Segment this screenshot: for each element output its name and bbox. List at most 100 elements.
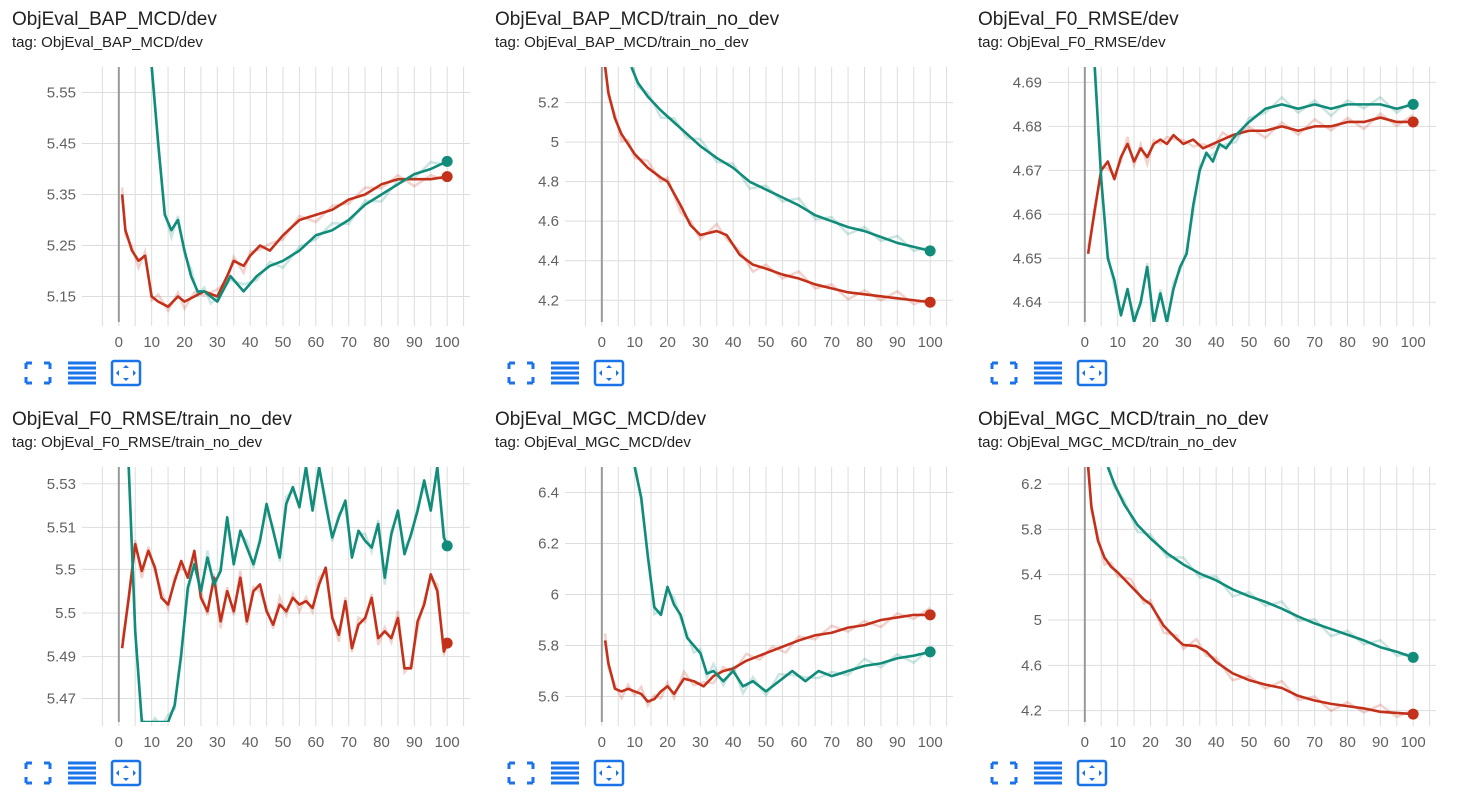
line-chart[interactable]: 5.15 5.25 5.35 5.45 5.55 0 10 20 30 40 50 60 70 80 90 1… [0, 0, 470, 356]
series-end-marker[interactable] [441, 171, 453, 183]
y-tick-label: 4.6 [538, 213, 559, 230]
series-line[interactable] [630, 67, 931, 253]
line-chart[interactable]: 4.2 4.6 5 5.4 5.8 6.2 0 10 20 30 40 50 60 70 80 90 100 [966, 400, 1436, 756]
x-tick-label: 80 [1339, 334, 1356, 351]
fullscreen-icon[interactable] [22, 359, 54, 387]
x-tick-label: 10 [143, 334, 160, 351]
series-line[interactable] [633, 467, 931, 693]
series-line[interactable] [150, 67, 448, 303]
fit-domain-icon[interactable] [1076, 359, 1108, 387]
fit-domain-icon[interactable] [110, 759, 142, 787]
x-tick-label: 50 [758, 334, 775, 351]
toggle-log-scale-icon[interactable] [549, 759, 581, 787]
x-tick-label: 40 [242, 334, 259, 351]
x-tick-label: 20 [176, 734, 193, 751]
x-tick-label: 40 [1208, 334, 1225, 351]
y-tick-label: 6.4 [538, 485, 559, 502]
chart-title: ObjEval_BAP_MCD/train_no_dev [495, 9, 780, 30]
x-tick-label: 20 [1142, 734, 1159, 751]
series-end-marker[interactable] [441, 540, 453, 552]
chart-card: ObjEval_BAP_MCD/train_no_dev tag: ObjEval… [483, 0, 953, 396]
series-line[interactable] [1086, 116, 1414, 255]
fullscreen-icon[interactable] [505, 359, 537, 387]
y-tick-label: 6.2 [538, 536, 559, 553]
y-tick-label: 5.53 [47, 476, 76, 493]
toggle-log-scale-icon[interactable] [66, 759, 98, 787]
series-end-marker[interactable] [1407, 651, 1419, 663]
series-line[interactable] [1086, 467, 1414, 716]
fit-domain-icon[interactable] [593, 359, 625, 387]
y-tick-label: 5 [551, 134, 559, 151]
y-tick-label: 4.4 [538, 253, 559, 270]
chart-title: ObjEval_F0_RMSE/dev [978, 9, 1179, 30]
y-tick-label: 4.69 [1013, 74, 1042, 91]
series-end-marker[interactable] [924, 245, 936, 257]
x-tick-label: 80 [1339, 734, 1356, 751]
chart-card: ObjEval_BAP_MCD/dev tag: ObjEval_BAP_MCD/… [0, 0, 470, 396]
line-chart[interactable]: 4.2 4.4 4.6 4.8 5 5.2 0 10 20 30 40 50 60 70 80 90 100 [483, 0, 953, 356]
fullscreen-icon[interactable] [505, 759, 537, 787]
x-tick-label: 40 [242, 734, 259, 751]
x-tick-label: 30 [209, 334, 226, 351]
line-chart[interactable]: 4.64 4.65 4.66 4.67 4.68 4.69 0 10 20 30 40 50 60 70 8… [966, 0, 1436, 356]
fullscreen-icon[interactable] [988, 759, 1020, 787]
x-tick-label: 60 [307, 334, 324, 351]
series-line[interactable] [1093, 67, 1414, 322]
series-end-marker[interactable] [924, 646, 936, 658]
chart-tag: tag: ObjEval_MGC_MCD/train_no_dev [978, 434, 1237, 451]
x-tick-label: 30 [209, 734, 226, 751]
line-chart[interactable]: 5.47 5.49 5.5 5.5 5.51 5.53 0 10 20 30 40 50 60 70 80 9… [0, 400, 470, 756]
fullscreen-icon[interactable] [22, 759, 54, 787]
series-line[interactable] [1106, 467, 1414, 659]
chart-card: ObjEval_F0_RMSE/dev tag: ObjEval_F0_RMSE/… [966, 0, 1436, 396]
series-end-marker[interactable] [924, 609, 936, 621]
series-line[interactable] [603, 67, 931, 304]
x-tick-label: 10 [1109, 334, 1126, 351]
x-tick-label: 0 [598, 334, 606, 351]
y-tick-label: 5.49 [47, 649, 76, 666]
fit-domain-icon[interactable] [110, 359, 142, 387]
chart-tag: tag: ObjEval_F0_RMSE/dev [978, 34, 1166, 51]
x-tick-label: 60 [790, 334, 807, 351]
x-tick-label: 100 [1401, 734, 1426, 751]
toggle-log-scale-icon[interactable] [66, 359, 98, 387]
y-tick-label: 4.64 [1013, 294, 1042, 311]
y-tick-label: 5.4 [1021, 567, 1042, 584]
x-tick-label: 30 [692, 334, 709, 351]
y-tick-label: 4.2 [1021, 703, 1042, 720]
y-tick-label: 4.2 [538, 292, 559, 309]
toggle-log-scale-icon[interactable] [1032, 359, 1064, 387]
series-end-marker[interactable] [441, 637, 453, 649]
chart-tag: tag: ObjEval_MGC_MCD/dev [495, 434, 691, 451]
series-line[interactable] [603, 613, 931, 703]
series-line[interactable] [120, 542, 449, 670]
y-tick-label: 6.2 [1021, 476, 1042, 493]
series-end-marker[interactable] [1407, 98, 1419, 110]
toggle-log-scale-icon[interactable] [549, 359, 581, 387]
fullscreen-icon[interactable] [988, 359, 1020, 387]
series-end-marker[interactable] [441, 155, 453, 167]
series-end-marker[interactable] [924, 296, 936, 308]
fit-domain-icon[interactable] [593, 759, 625, 787]
line-chart[interactable]: 5.6 5.8 6 6.2 6.4 0 10 20 30 40 50 60 70 80 90 100 [483, 400, 953, 756]
chart-title: ObjEval_MGC_MCD/dev [495, 409, 707, 430]
y-tick-label: 5.35 [47, 187, 76, 204]
chart-title: ObjEval_MGC_MCD/train_no_dev [978, 409, 1269, 430]
x-tick-label: 60 [790, 734, 807, 751]
y-tick-label: 5.5 [55, 605, 76, 622]
x-tick-label: 100 [918, 734, 943, 751]
chart-tag: tag: ObjEval_BAP_MCD/train_no_dev [495, 34, 749, 51]
y-tick-label: 5.15 [47, 289, 76, 306]
series-line[interactable] [127, 467, 449, 722]
x-tick-label: 80 [856, 734, 873, 751]
series-end-marker[interactable] [1407, 708, 1419, 720]
x-tick-label: 20 [659, 334, 676, 351]
series-line[interactable] [120, 175, 448, 309]
x-tick-label: 0 [1081, 734, 1089, 751]
fit-domain-icon[interactable] [1076, 759, 1108, 787]
x-tick-label: 80 [856, 334, 873, 351]
x-tick-label: 70 [340, 734, 357, 751]
series-end-marker[interactable] [1407, 116, 1419, 128]
x-tick-label: 50 [1241, 334, 1258, 351]
toggle-log-scale-icon[interactable] [1032, 759, 1064, 787]
